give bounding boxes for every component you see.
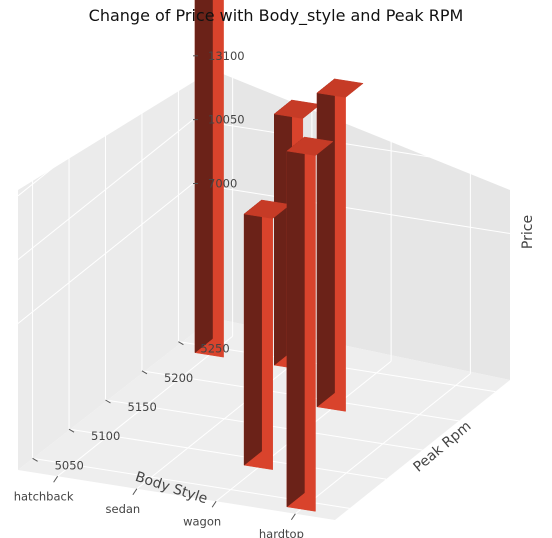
z-axis-label: Price [520,215,536,249]
bars-group [194,0,364,512]
y-tick-label: 5050 [55,458,84,472]
bar-side-face [194,0,213,354]
bar-top-face [316,78,364,98]
y-tick-label: 5250 [200,342,229,356]
x-tick [211,500,217,508]
left-grid-z [17,0,104,69]
left-grid-z [17,183,194,324]
back-grid-z [240,0,511,43]
y-tick [68,428,75,433]
x-tick-label: wagon [183,514,221,528]
z-tick-label: 7000 [208,176,237,190]
bar-side-face [316,78,335,408]
x-tick-label: hardtop [259,527,304,538]
x-tick [132,488,138,496]
bar-wagon-5200 [316,78,364,412]
bar-side-face [286,136,305,508]
bar-hardtop-5050 [286,136,334,512]
bar-top-face [286,136,334,156]
bar-wagon-5100 [243,199,291,470]
left-pane [18,70,213,470]
back-grid-z [192,182,511,234]
back-grid-z [192,119,511,171]
floor-grid-y [68,428,387,480]
z-tick-label: 13100 [208,49,245,63]
y-tick [32,457,38,462]
bar-side-face [243,199,262,466]
left-grid-z [17,119,194,261]
x-tick [53,475,59,483]
chart-title: Change of Price with Body_style and Peak… [88,6,464,25]
x-tick-label: sedan [106,502,141,516]
tick-labels: hatchback sedan wagon hardtop 5050 5100 5150 52… [14,49,304,538]
left-grid-z [17,0,184,133]
bar-hatchback-5250 [194,0,224,358]
back-grid-z [192,55,511,107]
y-tick-label: 5200 [164,371,193,385]
z-tick-label: 10050 [208,113,245,127]
x-tick-label: hatchback [14,489,74,503]
y-tick-label: 5100 [91,429,120,443]
x-tick [290,513,296,521]
y-tick [105,399,111,404]
y-tick [178,341,184,346]
left-grid-z [17,55,194,197]
y-tick-label: 5150 [128,400,157,414]
y-tick [141,370,148,375]
gridlines [17,0,511,515]
